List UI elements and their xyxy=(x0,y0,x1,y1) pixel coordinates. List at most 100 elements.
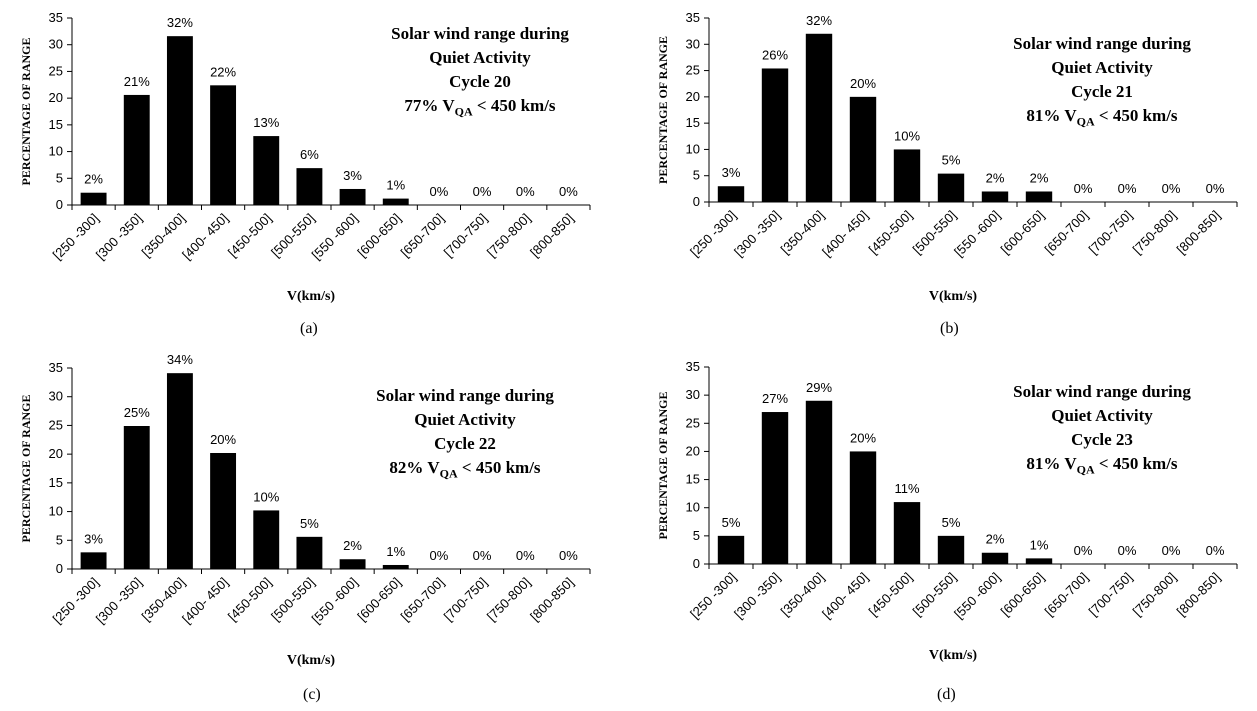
bar xyxy=(805,33,833,203)
category-label: [250 -300] xyxy=(687,570,739,622)
y-tick-label: 5 xyxy=(693,528,700,543)
y-tick-label: 15 xyxy=(686,115,700,130)
annotation-pct: 81% V xyxy=(1026,106,1077,125)
bar xyxy=(80,192,107,205)
bar xyxy=(166,36,193,206)
y-axis-label: PERCENTAGE OF RANGE xyxy=(19,394,33,542)
category-label: [650-700] xyxy=(398,575,447,624)
annotation-line-2: Quiet Activity xyxy=(1051,406,1153,425)
category-label: [300 -350] xyxy=(731,208,783,260)
bar xyxy=(717,186,745,202)
category-label: [550 -600] xyxy=(309,211,361,263)
bar xyxy=(893,502,921,564)
y-tick-label: 30 xyxy=(686,387,700,402)
bar xyxy=(382,198,409,205)
category-label: [250 -300] xyxy=(50,575,102,627)
data-label: 0% xyxy=(1206,181,1225,196)
category-label: [300 -350] xyxy=(93,211,145,263)
category-label: [750-800] xyxy=(1130,208,1179,257)
category-label: [650-700] xyxy=(1042,208,1091,257)
panel-label: (a) xyxy=(300,320,318,337)
category-label: [450-500] xyxy=(866,570,915,619)
data-label: 3% xyxy=(722,165,741,180)
y-tick-label: 35 xyxy=(686,359,700,374)
category-label: [400- 450] xyxy=(179,575,231,627)
y-tick-label: 10 xyxy=(686,500,700,515)
category-label: [750-800] xyxy=(484,211,533,260)
category-label: [700-750] xyxy=(1086,570,1135,619)
y-tick-label: 0 xyxy=(693,556,700,571)
annotation-line-1: Solar wind range during xyxy=(391,24,569,43)
annotation-rest: < 450 km/s xyxy=(472,96,556,115)
bar xyxy=(1025,558,1053,564)
panel-label: (b) xyxy=(940,320,959,337)
bar xyxy=(80,552,107,569)
y-tick-label: 25 xyxy=(49,63,63,78)
data-label: 2% xyxy=(84,172,103,187)
data-label: 27% xyxy=(762,391,788,406)
bar xyxy=(761,68,789,203)
y-tick-label: 30 xyxy=(686,36,700,51)
chart-panel-c: 0 5 10 15 20 25 30 35 PERCENTAGE OF RANGE 3% [250 … xyxy=(0,352,620,711)
data-label: 0% xyxy=(430,548,449,563)
category-label: [750-800] xyxy=(484,575,533,624)
y-tick-label: 5 xyxy=(56,532,63,547)
y-axis-label: PERCENTAGE OF RANGE xyxy=(19,37,33,185)
y-tick-label: 10 xyxy=(49,504,63,519)
data-label: 0% xyxy=(1162,181,1181,196)
chart-annotation: Solar wind range during Quiet Activity C… xyxy=(967,32,1237,133)
data-label: 34% xyxy=(167,352,193,367)
bar xyxy=(339,188,366,205)
annotation-line-1: Solar wind range during xyxy=(376,386,554,405)
annotation-rest: < 450 km/s xyxy=(457,458,541,477)
y-axis-label: PERCENTAGE OF RANGE xyxy=(656,391,670,539)
data-label: 0% xyxy=(473,184,492,199)
data-label: 0% xyxy=(516,548,535,563)
annotation-line-3: Cycle 23 xyxy=(1071,430,1133,449)
annotation-sub: QA xyxy=(454,104,473,119)
category-label: [550 -600] xyxy=(951,570,1003,622)
data-label: 26% xyxy=(762,47,788,62)
data-label: 32% xyxy=(806,13,832,28)
data-label: 5% xyxy=(300,516,319,531)
y-tick-label: 25 xyxy=(686,415,700,430)
data-label: 6% xyxy=(300,147,319,162)
x-axis-label: V(km/s) xyxy=(929,289,978,304)
y-tick-label: 20 xyxy=(686,443,700,458)
data-label: 5% xyxy=(942,515,961,530)
bar xyxy=(761,412,789,564)
data-label: 0% xyxy=(516,184,535,199)
annotation-line-1: Solar wind range during xyxy=(1013,34,1191,53)
y-tick-label: 10 xyxy=(49,144,63,159)
category-label: [600-650] xyxy=(354,211,403,260)
category-label: [400- 450] xyxy=(179,211,231,263)
category-label: [600-650] xyxy=(354,575,403,624)
category-label: [550 -600] xyxy=(309,575,361,627)
category-label: [600-650] xyxy=(998,208,1047,257)
category-label: [550 -600] xyxy=(951,208,1003,260)
panel-label: (c) xyxy=(303,686,321,703)
y-tick-label: 0 xyxy=(56,197,63,212)
data-label: 0% xyxy=(1074,181,1093,196)
y-tick-label: 10 xyxy=(686,141,700,156)
chart-svg-d: 0 5 10 15 20 25 30 35 PERCENTAGE OF RANGE 5% [250 … xyxy=(656,359,1238,663)
bar xyxy=(717,535,745,564)
category-label: [800-850] xyxy=(527,211,576,260)
category-label: [400- 450] xyxy=(819,570,871,622)
category-label: [450-500] xyxy=(225,211,274,260)
data-label: 10% xyxy=(253,489,279,504)
y-tick-label: 25 xyxy=(49,417,63,432)
data-label: 13% xyxy=(253,115,279,130)
chart-panel-b: 0 5 10 15 20 25 30 35 PERCENTAGE OF RANGE 3% [250 … xyxy=(637,0,1257,355)
annotation-rest: < 450 km/s xyxy=(1094,106,1178,125)
data-label: 0% xyxy=(473,548,492,563)
data-label: 20% xyxy=(850,76,876,91)
chart-annotation: Solar wind range during Quiet Activity C… xyxy=(967,380,1237,481)
category-label: [750-800] xyxy=(1130,570,1179,619)
y-tick-label: 20 xyxy=(49,90,63,105)
category-label: [650-700] xyxy=(398,211,447,260)
data-label: 5% xyxy=(722,515,741,530)
data-label: 29% xyxy=(806,380,832,395)
chart-annotation: Solar wind range during Quiet Activity C… xyxy=(345,22,615,123)
chart-annotation: Solar wind range during Quiet Activity C… xyxy=(330,384,600,485)
